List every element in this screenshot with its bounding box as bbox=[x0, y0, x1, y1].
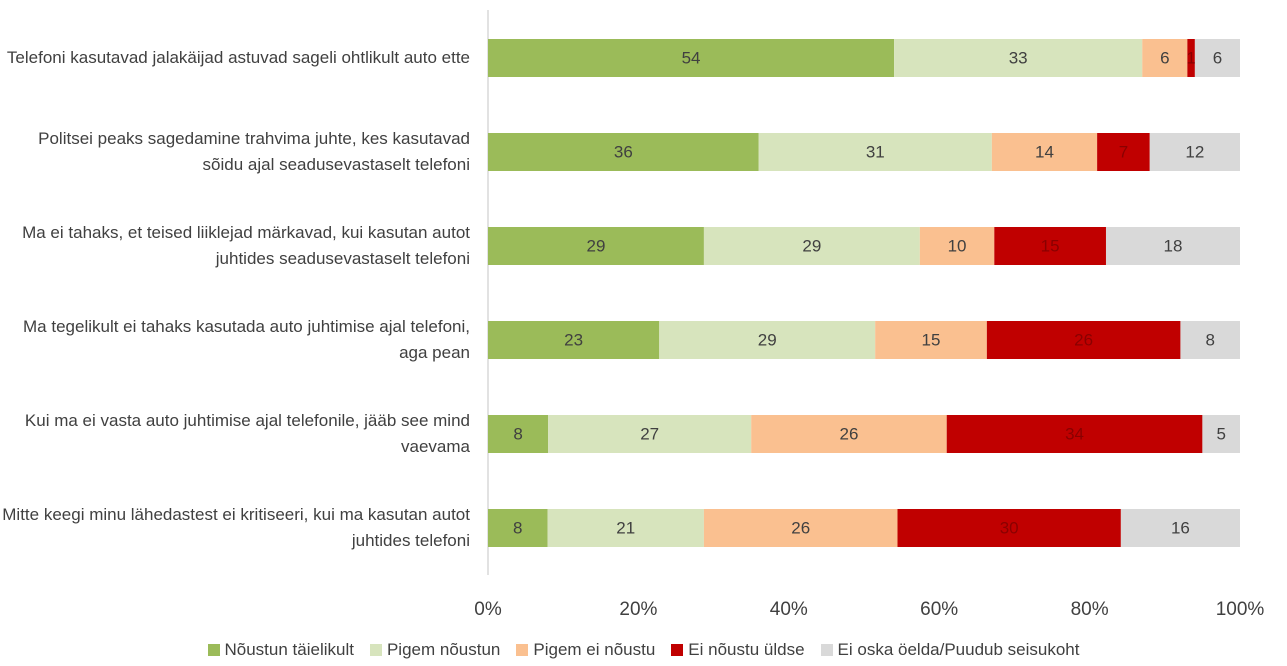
bar-segment bbox=[1120, 509, 1240, 547]
category-label: Mitte keegi minu lähedastest ei kritisee… bbox=[2, 505, 470, 550]
category-label: Telefoni kasutavad jalakäijad astuvad sa… bbox=[6, 48, 470, 67]
x-tick-label: 100% bbox=[1216, 599, 1265, 620]
bar-segment bbox=[897, 509, 1121, 547]
data-label: 10 bbox=[948, 236, 967, 255]
x-tick-label: 20% bbox=[619, 599, 657, 620]
bar-segment bbox=[1097, 133, 1150, 171]
x-tick-label: 80% bbox=[1071, 599, 1109, 620]
legend-swatch bbox=[369, 644, 382, 656]
data-label: 16 bbox=[1171, 518, 1190, 537]
legend-item: Pigem ei nõustu bbox=[516, 640, 655, 660]
legend-swatch bbox=[516, 644, 529, 656]
data-label: 26 bbox=[839, 424, 858, 443]
bar-segment bbox=[703, 227, 920, 265]
bar-segment bbox=[919, 227, 995, 265]
data-label: 8 bbox=[513, 518, 522, 537]
bar-segment bbox=[1202, 415, 1240, 453]
legend-label: Pigem ei nõustu bbox=[533, 640, 656, 659]
bar-segment bbox=[1187, 39, 1195, 77]
data-label: 23 bbox=[564, 330, 583, 349]
bar-segment bbox=[548, 415, 752, 453]
data-label: 29 bbox=[802, 236, 821, 255]
data-label: 6 bbox=[1160, 48, 1169, 67]
legend-label: Nõustun täielikult bbox=[224, 640, 354, 659]
bar-segment bbox=[547, 509, 704, 547]
data-label: 15 bbox=[1041, 236, 1060, 255]
bar-segment bbox=[488, 133, 759, 171]
bar-segment bbox=[488, 39, 895, 77]
data-label: 21 bbox=[616, 518, 635, 537]
data-label: 26 bbox=[1074, 330, 1093, 349]
bar-segment bbox=[488, 509, 548, 547]
data-label: 29 bbox=[586, 236, 605, 255]
data-label: 6 bbox=[1213, 48, 1222, 67]
bar-segment bbox=[894, 39, 1143, 77]
data-label: 27 bbox=[640, 424, 659, 443]
bar-segment bbox=[758, 133, 992, 171]
data-label: 34 bbox=[1065, 424, 1084, 443]
bar-segment bbox=[1194, 39, 1240, 77]
data-label: 29 bbox=[758, 330, 777, 349]
x-tick-label: 40% bbox=[770, 599, 808, 620]
category-label: Ma ei tahaks, et teised liiklejad märkav… bbox=[22, 223, 470, 268]
bar-segment bbox=[751, 415, 947, 453]
bar-segment bbox=[875, 321, 987, 359]
data-label: 36 bbox=[614, 142, 633, 161]
data-label: 18 bbox=[1164, 236, 1183, 255]
legend-swatch bbox=[207, 644, 220, 656]
legend-label: Ei oska öelda/Puudub seisukoht bbox=[837, 640, 1080, 659]
legend-item: Ei oska öelda/Puudub seisukoht bbox=[820, 640, 1080, 660]
data-label: 8 bbox=[513, 424, 522, 443]
bar-segment bbox=[488, 227, 704, 265]
bar-segment bbox=[488, 321, 660, 359]
bar-segment bbox=[1180, 321, 1240, 359]
legend-label: Pigem nõustun bbox=[386, 640, 501, 659]
data-label: 30 bbox=[1000, 518, 1019, 537]
bar-segment bbox=[994, 227, 1106, 265]
bar-segment bbox=[1149, 133, 1240, 171]
data-label: 5 bbox=[1216, 424, 1225, 443]
x-tick-label: 60% bbox=[920, 599, 958, 620]
bar-segment bbox=[1105, 227, 1240, 265]
bar-segment bbox=[659, 321, 876, 359]
legend: Nõustun täielikult Pigem nõustun Pigem ei … bbox=[0, 640, 1287, 660]
legend-item: Nõustun täielikult bbox=[207, 640, 354, 660]
data-label: 26 bbox=[791, 518, 810, 537]
legend-swatch bbox=[820, 644, 833, 656]
bar-segment bbox=[703, 509, 898, 547]
data-label: 15 bbox=[922, 330, 941, 349]
category-label: Ma tegelikult ei tahaks kasutada auto ju… bbox=[23, 317, 470, 362]
bar-segment bbox=[1142, 39, 1188, 77]
bar-segment bbox=[488, 415, 549, 453]
bar-segment bbox=[946, 415, 1203, 453]
legend-item: Ei nõustu üldse bbox=[671, 640, 805, 660]
data-label: 33 bbox=[1009, 48, 1028, 67]
data-label: 12 bbox=[1185, 142, 1204, 161]
bar-segment bbox=[991, 133, 1098, 171]
data-label: 31 bbox=[866, 142, 885, 161]
bar-segment bbox=[986, 321, 1181, 359]
data-label: 1 bbox=[1186, 48, 1195, 67]
legend-swatch bbox=[671, 644, 684, 656]
x-tick-label: 0% bbox=[474, 599, 502, 620]
data-label: 14 bbox=[1035, 142, 1054, 161]
data-label: 54 bbox=[682, 48, 701, 67]
data-label: 7 bbox=[1119, 142, 1128, 161]
category-label: Politsei peaks sagedamine trahvima juhte… bbox=[38, 129, 470, 174]
category-label: Kui ma ei vasta auto juhtimise ajal tele… bbox=[24, 411, 470, 456]
legend-label: Ei nõustu üldse bbox=[688, 640, 805, 659]
data-label: 8 bbox=[1205, 330, 1214, 349]
legend-item: Pigem nõustun bbox=[369, 640, 501, 660]
